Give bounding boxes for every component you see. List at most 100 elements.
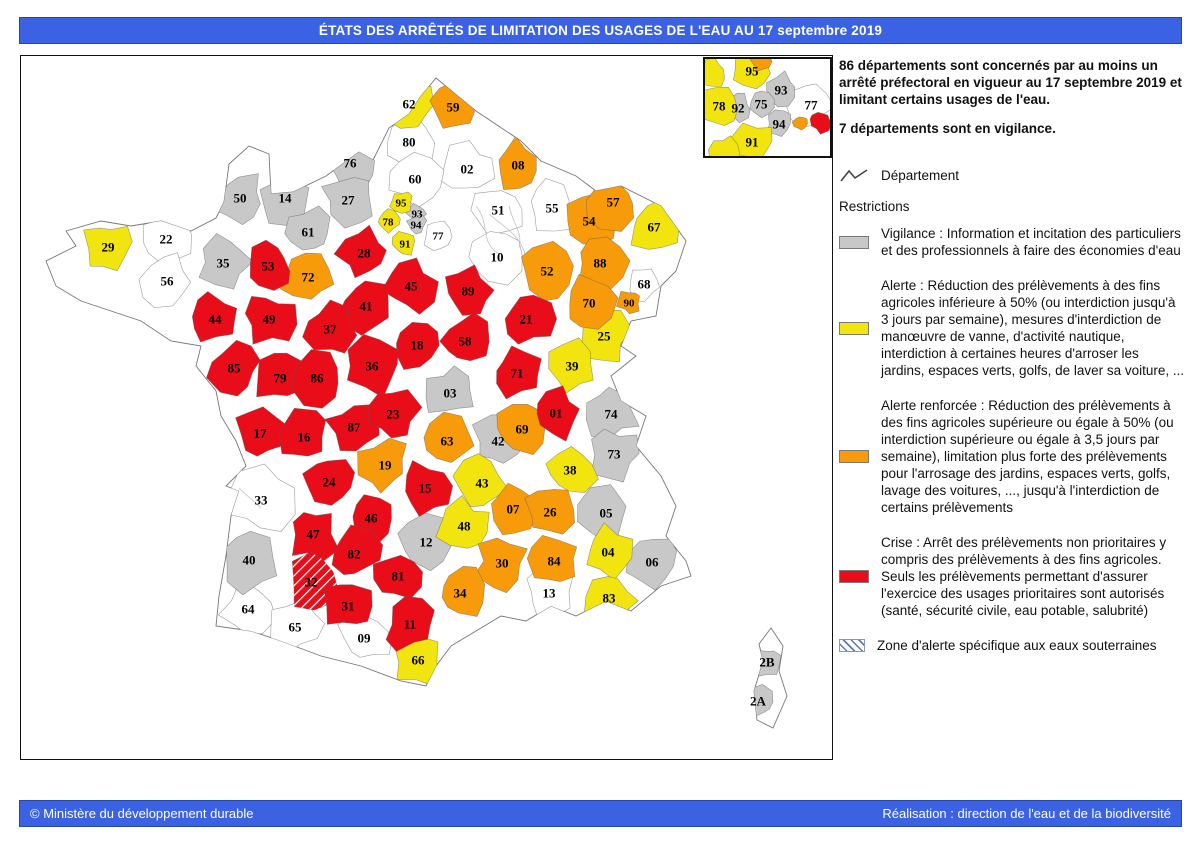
department-53	[249, 239, 291, 291]
idf-inset-svg: 95 93 78 92 75 77 94 91	[705, 59, 830, 156]
department-27	[321, 177, 373, 229]
department-28	[333, 224, 387, 279]
department-12	[397, 512, 452, 572]
department-08	[498, 135, 537, 191]
department-label-2B: 2B	[759, 655, 775, 670]
department-label-93: 93	[775, 83, 789, 98]
map-color-patch	[809, 111, 830, 135]
department-90	[616, 291, 640, 315]
department-label-32: 32	[305, 575, 318, 590]
department-label-61: 61	[302, 225, 315, 240]
footer-bar: © Ministère du développement durable Réa…	[19, 800, 1182, 827]
map-color-patch	[708, 135, 740, 156]
department-02	[440, 140, 496, 189]
department-label-55: 55	[546, 201, 560, 216]
footer-right: Réalisation : direction de l'eau et de l…	[882, 806, 1171, 821]
department-23	[368, 389, 423, 439]
department-label-19: 19	[379, 458, 393, 473]
department-label-30: 30	[496, 556, 509, 571]
department-label-03: 03	[444, 386, 458, 401]
legend-swatch-alerte-renforcee	[839, 450, 869, 463]
department-label-31: 31	[342, 599, 355, 614]
department-label-89: 89	[462, 284, 476, 299]
legend-swatch-alerte	[839, 321, 869, 335]
department-label-67: 67	[648, 220, 662, 235]
department-36	[346, 334, 399, 399]
legend-item-crise: Crise : Arrêt des prélèvements non prior…	[839, 534, 1185, 619]
departement-legend-row: Département	[839, 167, 1185, 184]
department-label-76: 76	[344, 156, 358, 171]
department-03	[425, 365, 474, 413]
title-bar: ÉTATS DES ARRÊTÉS DE LIMITATION DES USAG…	[19, 17, 1182, 44]
department-label-33: 33	[255, 493, 269, 508]
department-91	[391, 231, 416, 256]
department-95	[389, 191, 413, 214]
department-label-02: 02	[461, 162, 474, 177]
department-11	[385, 595, 435, 652]
department-01	[536, 385, 580, 442]
department-label-24: 24	[323, 475, 337, 490]
department-label-16: 16	[298, 430, 312, 445]
department-69	[496, 404, 545, 456]
department-label-74: 74	[605, 407, 619, 422]
page-title: ÉTATS DES ARRÊTÉS DE LIMITATION DES USAG…	[318, 23, 883, 38]
department-label-68: 68	[638, 277, 652, 292]
department-label-62: 62	[403, 97, 416, 112]
department-26	[524, 489, 575, 535]
legend-swatch-crise	[839, 570, 869, 583]
department-label-17: 17	[254, 426, 268, 441]
department-label-88: 88	[594, 256, 608, 271]
department-49	[244, 295, 298, 345]
department-61	[284, 205, 331, 251]
legend-swatch-vigilance	[839, 235, 869, 249]
department-label-78: 78	[383, 217, 395, 229]
department-label-2A: 2A	[750, 694, 767, 709]
intro-paragraph-1: 86 départements sont concernés par au mo…	[839, 58, 1182, 107]
idf-inset-map: 95 93 78 92 75 77 94 91	[703, 57, 832, 158]
department-label-63: 63	[441, 434, 455, 449]
legend-text-crise: Crise : Arrêt des prélèvements non prior…	[881, 535, 1167, 618]
department-84	[526, 534, 578, 582]
department-label-69: 69	[516, 422, 530, 437]
department-label-77: 77	[433, 231, 445, 243]
department-77	[423, 220, 453, 252]
department-label-70: 70	[583, 296, 596, 311]
department-label-95: 95	[396, 198, 408, 210]
department-label-93: 93	[412, 209, 424, 221]
department-label-73: 73	[608, 447, 622, 462]
department-label-90: 90	[624, 298, 636, 310]
department-60	[388, 151, 445, 210]
department-label-48: 48	[458, 519, 472, 534]
department-label-53: 53	[262, 259, 276, 274]
department-94	[767, 109, 792, 137]
department-label-43: 43	[476, 476, 490, 491]
department-label-95: 95	[746, 64, 760, 79]
department-34	[441, 565, 486, 617]
legend-text-vigilance: Vigilance : Information et incitation de…	[881, 226, 1181, 258]
department-label-94: 94	[773, 117, 787, 132]
france-map-panel: 62 59 80 76 02 08 60 27 50 14 61 29 22 35 56 53 72 28 95 78…	[20, 55, 833, 760]
legend-panel: 86 départements sont concernés par au mo…	[839, 57, 1185, 672]
department-label-49: 49	[263, 312, 277, 327]
department-31	[323, 584, 373, 625]
department-86	[291, 349, 339, 409]
department-label-54: 54	[583, 214, 597, 229]
department-label-42: 42	[492, 434, 505, 449]
department-38	[545, 446, 599, 494]
department-93	[766, 70, 796, 108]
department-72	[279, 252, 335, 300]
department-label-27: 27	[342, 193, 356, 208]
map-color-patch	[705, 59, 725, 87]
department-15	[405, 459, 454, 517]
department-label-59: 59	[447, 100, 461, 115]
department-label-94: 94	[411, 220, 423, 232]
intro-paragraph-2: 7 départements sont en vigilance.	[839, 121, 1056, 136]
department-81	[372, 554, 423, 599]
department-label-09: 09	[358, 631, 372, 646]
legend-swatch-zone-souterraine-icon	[839, 639, 865, 652]
department-88	[578, 236, 631, 290]
map-color-patch	[791, 116, 808, 131]
department-70	[569, 273, 619, 330]
department-71	[496, 345, 542, 400]
